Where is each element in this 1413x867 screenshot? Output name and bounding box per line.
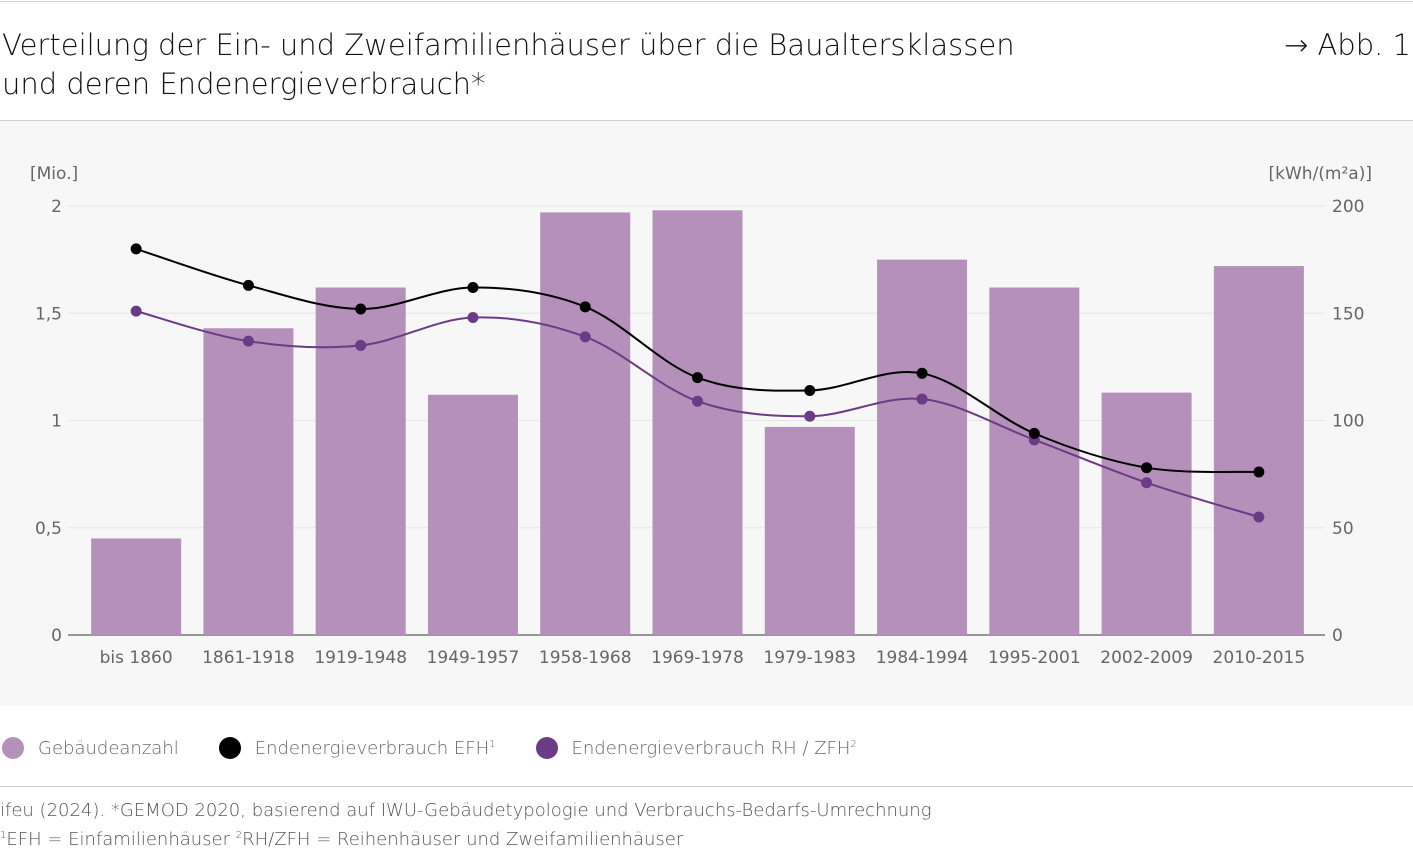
right-tick-label: 50 bbox=[1332, 519, 1354, 539]
point-rh-zfh bbox=[916, 393, 928, 405]
left-tick-label: 2 bbox=[51, 197, 62, 217]
point-efh bbox=[579, 301, 591, 313]
point-rh-zfh bbox=[242, 335, 254, 347]
legend-item-gebaeudeanzahl: Gebäudeanzahl bbox=[2, 737, 179, 759]
left-tick-label: 1 bbox=[51, 412, 62, 432]
point-rh-zfh bbox=[1141, 477, 1153, 489]
right-tick-label: 200 bbox=[1332, 197, 1364, 217]
point-efh bbox=[804, 384, 816, 396]
footnote-rh-zfh: RH/ZFH = Reihenhäuser und Zweifamilienhä… bbox=[242, 829, 684, 850]
point-rh-zfh bbox=[355, 339, 367, 351]
source-line-2: 1EFH = Einfamilienhäuser 2RH/ZFH = Reihe… bbox=[0, 823, 932, 852]
legend-swatch-rh-zfh bbox=[535, 737, 558, 759]
point-efh bbox=[1141, 462, 1153, 474]
chart-title-line-2: und deren Endenergieverbrauch* bbox=[2, 67, 486, 101]
bar-series bbox=[91, 210, 1304, 635]
footnote-marker-2: 2 bbox=[235, 830, 243, 841]
bar bbox=[652, 210, 743, 635]
x-tick-label: bis 1860 bbox=[100, 648, 173, 668]
chart-svg: [Mio.] [kWh/(m²a)] 0 0,5 1 1,5 2 0 50 100 150 200… bbox=[30, 164, 1372, 668]
right-tick-label: 150 bbox=[1332, 304, 1364, 324]
bar bbox=[203, 328, 294, 635]
point-efh bbox=[916, 367, 928, 379]
point-efh bbox=[1028, 427, 1040, 439]
x-tick-label: 2002-2009 bbox=[1100, 648, 1193, 668]
legend-swatch-efh bbox=[218, 737, 241, 759]
bar bbox=[91, 538, 182, 635]
point-efh bbox=[692, 372, 703, 384]
right-tick-label: 0 bbox=[1332, 626, 1343, 646]
x-tick-label: 1979-1983 bbox=[763, 648, 856, 668]
right-axis-unit-label: [kWh/(m²a)] bbox=[1269, 164, 1372, 184]
legend-item-rh-zfh: Endenergieverbrauch RH / ZFH2 bbox=[535, 737, 857, 759]
point-efh bbox=[1253, 466, 1265, 478]
point-efh bbox=[467, 282, 479, 294]
chart-title: Verteilung der Ein- und Zweifamilienhäus… bbox=[2, 26, 1152, 104]
bar bbox=[1101, 392, 1192, 635]
left-tick-label: 1,5 bbox=[35, 304, 62, 324]
chart-title-line-1: Verteilung der Ein- und Zweifamilienhäus… bbox=[2, 28, 1015, 62]
x-tick-label: 1861-1918 bbox=[202, 648, 295, 668]
legend-label-rh-zfh-sup: 2 bbox=[850, 738, 857, 750]
legend: Gebäudeanzahl Endenergieverbrauch EFH1 E… bbox=[0, 733, 897, 763]
right-tick-label: 100 bbox=[1332, 412, 1364, 432]
bar bbox=[540, 212, 631, 635]
point-efh bbox=[355, 303, 367, 315]
x-tick-label: 1949-1957 bbox=[427, 648, 520, 668]
x-tick-label: 1995-2001 bbox=[988, 648, 1081, 668]
bar bbox=[315, 287, 406, 635]
left-tick-label: 0,5 bbox=[35, 519, 62, 539]
bar bbox=[764, 426, 855, 635]
point-rh-zfh bbox=[692, 395, 703, 407]
source-line-1: ifeu (2024). *GEMOD 2020, basierend auf … bbox=[0, 800, 932, 821]
bar bbox=[1213, 266, 1304, 635]
legend-label-efh-wrap: Endenergieverbrauch EFH1 bbox=[255, 738, 496, 759]
point-efh bbox=[130, 243, 142, 255]
figure-reference: → Abb. 1 bbox=[1283, 28, 1411, 62]
top-rule bbox=[0, 1, 1413, 2]
point-rh-zfh bbox=[579, 331, 591, 343]
x-tick-label: 1969-1978 bbox=[651, 648, 744, 668]
legend-label-rh-zfh-wrap: Endenergieverbrauch RH / ZFH2 bbox=[572, 738, 857, 759]
bar bbox=[877, 259, 968, 635]
point-rh-zfh bbox=[467, 312, 479, 324]
bar bbox=[989, 287, 1080, 635]
point-rh-zfh bbox=[1253, 511, 1265, 523]
legend-label-efh-sup: 1 bbox=[489, 738, 496, 750]
x-tick-label: 2010-2015 bbox=[1213, 648, 1306, 668]
source-note: ifeu (2024). *GEMOD 2020, basierend auf … bbox=[0, 798, 932, 852]
legend-swatch-gebaeudeanzahl bbox=[2, 737, 24, 759]
footnote-marker-1: 1 bbox=[0, 830, 7, 841]
legend-item-efh: Endenergieverbrauch EFH1 bbox=[218, 737, 496, 759]
bar bbox=[427, 394, 518, 635]
axis-ticks: 0 0,5 1 1,5 2 0 50 100 150 200 bis 1860 1861-1918 19… bbox=[35, 197, 1365, 668]
x-tick-label: 1984-1994 bbox=[876, 648, 969, 668]
legend-divider bbox=[0, 786, 1413, 787]
left-tick-label: 0 bbox=[51, 626, 62, 646]
x-tick-label: 1958-1968 bbox=[539, 648, 632, 668]
title-divider bbox=[0, 120, 1413, 121]
x-tick-label: 1919-1948 bbox=[314, 648, 407, 668]
left-axis-unit-label: [Mio.] bbox=[30, 164, 78, 184]
line-series bbox=[130, 243, 1265, 523]
legend-label-gebaeudeanzahl: Gebäudeanzahl bbox=[38, 737, 179, 759]
legend-label-rh-zfh: Endenergieverbrauch RH / ZFH bbox=[571, 737, 851, 759]
point-rh-zfh bbox=[130, 305, 142, 317]
point-rh-zfh bbox=[804, 410, 816, 422]
legend-label-efh: Endenergieverbrauch EFH bbox=[254, 737, 490, 759]
footnote-efh: EFH = Einfamilienhäuser bbox=[6, 829, 236, 850]
point-efh bbox=[242, 279, 254, 291]
